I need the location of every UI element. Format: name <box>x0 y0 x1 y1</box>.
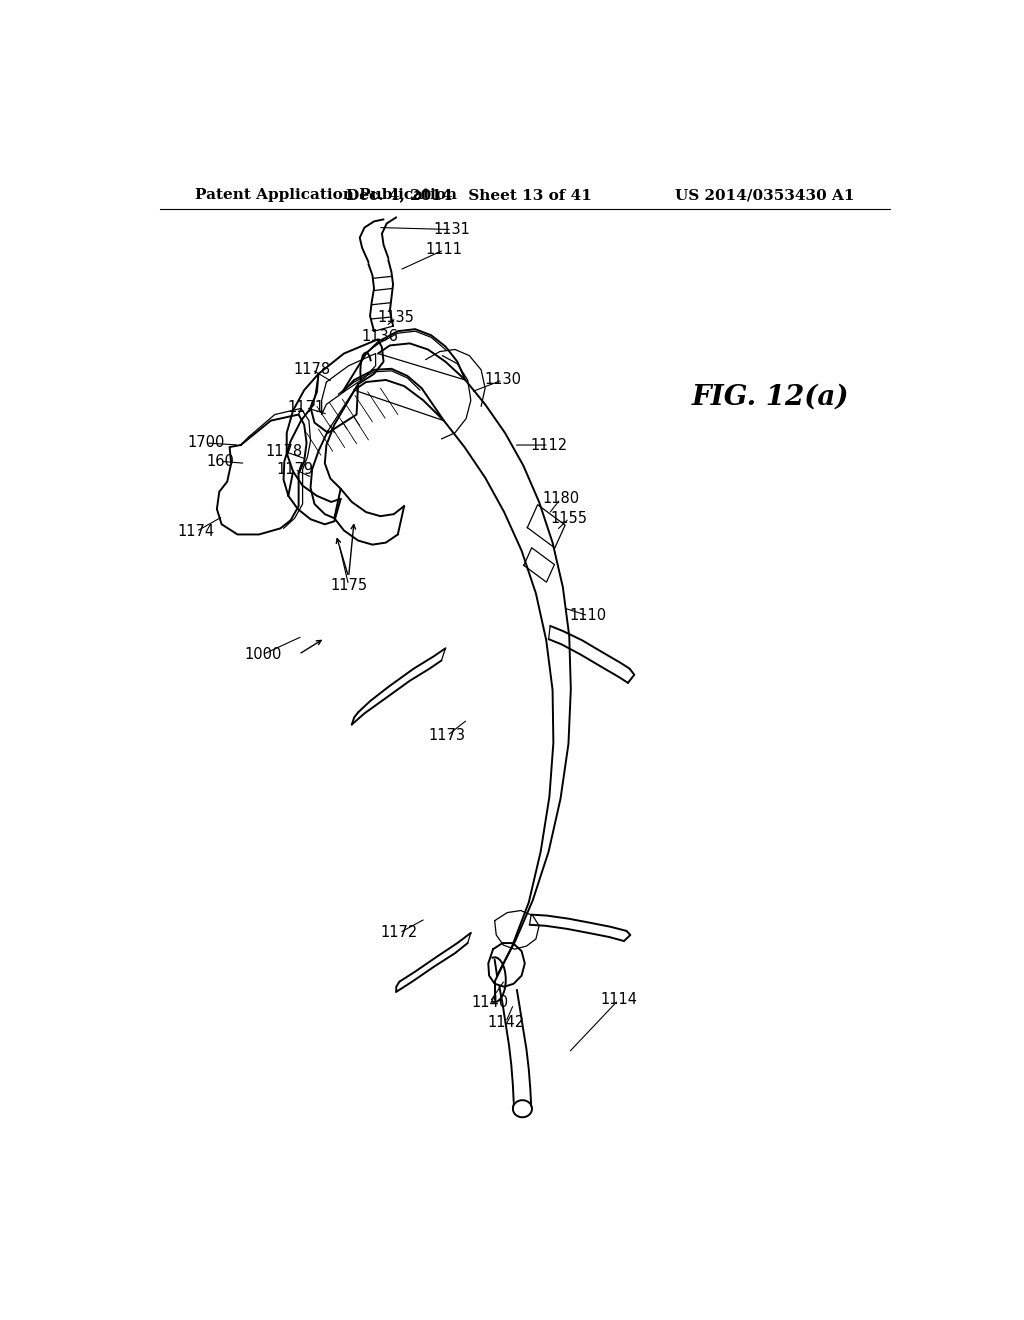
Text: 1136: 1136 <box>361 329 398 343</box>
Text: 1155: 1155 <box>551 511 588 525</box>
Text: 1110: 1110 <box>569 609 607 623</box>
Text: 1178: 1178 <box>294 362 331 378</box>
Text: 1111: 1111 <box>425 243 463 257</box>
Text: 1179: 1179 <box>276 462 313 477</box>
Text: 1175: 1175 <box>330 578 368 593</box>
Text: 1178: 1178 <box>265 444 302 458</box>
Text: US 2014/0353430 A1: US 2014/0353430 A1 <box>675 189 854 202</box>
Text: 1142: 1142 <box>487 1015 524 1030</box>
Text: 1114: 1114 <box>600 993 637 1007</box>
Text: 1135: 1135 <box>378 310 415 326</box>
Text: 1171: 1171 <box>287 400 325 414</box>
Text: 1173: 1173 <box>428 729 466 743</box>
Text: 1140: 1140 <box>471 994 509 1010</box>
Text: 1172: 1172 <box>381 925 418 940</box>
Text: 1112: 1112 <box>530 437 567 453</box>
Text: 1180: 1180 <box>542 491 580 507</box>
Text: Dec. 4, 2014   Sheet 13 of 41: Dec. 4, 2014 Sheet 13 of 41 <box>346 189 592 202</box>
Text: 1131: 1131 <box>433 222 470 238</box>
Text: 1174: 1174 <box>178 524 215 539</box>
Text: Patent Application Publication: Patent Application Publication <box>196 189 458 202</box>
Text: 160: 160 <box>206 454 234 469</box>
Text: 1130: 1130 <box>484 372 521 388</box>
Text: FIG. 12(a): FIG. 12(a) <box>692 384 850 411</box>
Text: 1700: 1700 <box>187 436 224 450</box>
Text: 1000: 1000 <box>245 647 282 661</box>
